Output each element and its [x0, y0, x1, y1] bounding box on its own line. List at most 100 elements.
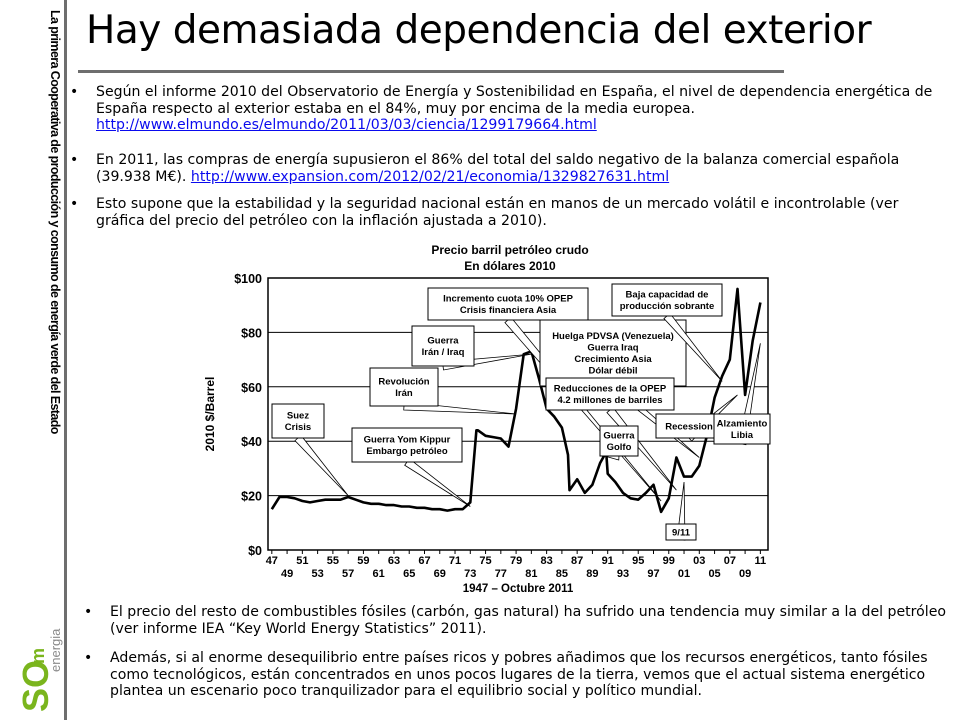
- link-elmundo[interactable]: http://www.elmundo.es/elmundo/2011/03/03…: [96, 117, 597, 134]
- annotation-label: Crecimiento Asia: [574, 354, 652, 365]
- sidebar-divider: [64, 0, 67, 720]
- annotation-label: Dólar débil: [588, 366, 637, 377]
- bullet-dot: •: [70, 196, 79, 212]
- x-tick-label: 99: [663, 555, 675, 567]
- y-tick-label: $60: [241, 381, 262, 395]
- annotation-box: [655, 413, 723, 439]
- x-tick-label: 65: [403, 568, 415, 580]
- x-tick-label: 77: [495, 568, 507, 580]
- annotation-box: [411, 325, 475, 367]
- sidebar-vertical-text: La primera Cooperativa de producción y c…: [46, 10, 62, 610]
- page-title: Hay demasiada dependencia del exterior: [86, 8, 872, 53]
- bullet-dot: •: [70, 84, 79, 100]
- y-tick-label: $20: [241, 490, 262, 504]
- logo-text-energia: energia: [48, 628, 63, 672]
- x-tick-label: 81: [525, 568, 537, 580]
- annotation-label: Crisis: [285, 422, 311, 433]
- x-tick-label: 05: [708, 568, 720, 580]
- bullet-text-1: Según el informe 2010 del Observatorio d…: [96, 84, 933, 117]
- annotation-box: [665, 523, 697, 541]
- x-tick-label: 69: [434, 568, 446, 580]
- bullet-text-3: Esto supone que la estabilidad y la segu…: [96, 196, 899, 229]
- annotation-box: [369, 367, 439, 407]
- x-tick-label: 51: [296, 555, 308, 567]
- annotation-label: Revolución: [378, 377, 429, 388]
- annotation-label: Guerra Iraq: [587, 343, 638, 354]
- x-tick-label: 03: [693, 555, 705, 567]
- x-tick-label: 11: [755, 555, 767, 567]
- logo-text-gara: gara: [60, 645, 64, 672]
- annotation-box: [611, 283, 723, 317]
- x-tick-label: 59: [357, 555, 369, 567]
- x-tick-label: 53: [311, 568, 323, 580]
- bullet-item-4: • El precio del resto de combustibles fó…: [84, 604, 950, 637]
- annotation-label: Embargo petróleo: [366, 446, 447, 457]
- annotation-label: Guerra: [427, 336, 459, 347]
- x-tick-label: 07: [724, 555, 736, 567]
- annotation-label: 4.2 millones de barriles: [557, 395, 662, 406]
- link-expansion[interactable]: http://www.expansion.com/2012/02/21/econ…: [190, 168, 670, 185]
- y-axis-label: 2010 $/Barrel: [203, 377, 217, 452]
- bullet-text-2: En 2011, las compras de energía supusier…: [96, 152, 900, 185]
- bullet-text-5: Además, si al enorme desequilibrio entre…: [110, 650, 928, 700]
- x-tick-label: 57: [342, 568, 354, 580]
- title-underline: [78, 70, 784, 73]
- chart-title: Precio barril petróleo crudo: [431, 243, 588, 257]
- bullet-dot: •: [70, 152, 79, 168]
- annotation-label: Crisis financiera Asia: [460, 305, 557, 316]
- annotation-label: Incremento cuota 10% OPEP: [443, 294, 574, 305]
- x-axis-label: 1947 – Octubre 2011: [463, 583, 574, 595]
- annotation-label: Baja capacidad de: [626, 290, 709, 301]
- x-tick-label: 91: [602, 555, 614, 567]
- chart-svg: Precio barril petróleo crudo En dólares 2…: [203, 243, 771, 595]
- x-tick-label: 01: [678, 568, 690, 580]
- bullet-text-4: El precio del resto de combustibles fósi…: [110, 604, 946, 637]
- annotation-box: [713, 413, 771, 445]
- series-line-oil-price: [270, 287, 762, 514]
- annotation-label: Recession: [665, 421, 713, 432]
- y-tick-label: $0: [248, 544, 262, 558]
- annotation-label: Guerra Yom Kippur: [364, 435, 451, 446]
- oil-price-chart: Precio barril petróleo crudo En dólares 2…: [200, 238, 780, 598]
- x-tick-label: 95: [632, 555, 644, 567]
- logo-text-m: m: [28, 648, 48, 664]
- bullet-dot: •: [84, 604, 93, 620]
- chart-subtitle: En dólares 2010: [464, 259, 556, 273]
- x-tick-label: 75: [479, 555, 491, 567]
- annotation-box: [545, 377, 675, 411]
- annotation-label: 9/11: [672, 527, 691, 538]
- annotation-box: [271, 403, 325, 439]
- bullet-item-1: • Según el informe 2010 del Observatorio…: [70, 84, 950, 134]
- annotation-box: [599, 425, 639, 457]
- annotation-label: Guerra: [603, 431, 635, 442]
- x-tick-label: 55: [327, 555, 339, 567]
- x-tick-label: 71: [449, 555, 461, 567]
- annotation-label: Libia: [731, 430, 754, 441]
- annotation-label: Golfo: [607, 442, 632, 453]
- x-tick-label: 67: [418, 555, 430, 567]
- bullet-item-3: • Esto supone que la estabilidad y la se…: [70, 196, 950, 229]
- x-tick-label: 89: [586, 568, 598, 580]
- y-tick-label: $80: [241, 326, 262, 340]
- x-tick-label: 79: [510, 555, 522, 567]
- annotation-pointer: [294, 434, 349, 496]
- annotation-label: Alzamiento: [717, 419, 768, 430]
- x-tick-label: 63: [388, 555, 400, 567]
- annotation-box: [539, 319, 687, 387]
- x-tick-label: 85: [556, 568, 568, 580]
- annotation-label: Irán: [395, 388, 413, 399]
- y-tick-label: $40: [241, 435, 262, 449]
- x-tick-label: 97: [647, 568, 659, 580]
- annotation-box: [427, 287, 589, 321]
- annotation-label: Irán / Iraq: [422, 347, 465, 358]
- logo-text-so: SO: [15, 660, 56, 712]
- y-tick-label: $100: [234, 272, 262, 286]
- x-tick-label: 09: [739, 568, 751, 580]
- bullet-item-2: • En 2011, las compras de energía supusi…: [70, 152, 950, 185]
- annotation-label: Huelga PDVSA (Venezuela): [552, 331, 674, 342]
- som-energia-logo: SO m energia gara: [15, 628, 64, 712]
- bullet-item-5: • Además, si al enorme desequilibrio ent…: [84, 650, 950, 700]
- annotation-label: Suez: [287, 411, 309, 422]
- x-tick-label: 83: [541, 555, 553, 567]
- annotation-label: producción sobrante: [620, 301, 714, 312]
